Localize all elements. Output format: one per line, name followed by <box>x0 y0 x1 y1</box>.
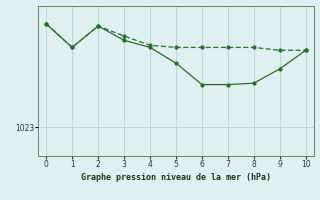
X-axis label: Graphe pression niveau de la mer (hPa): Graphe pression niveau de la mer (hPa) <box>81 173 271 182</box>
